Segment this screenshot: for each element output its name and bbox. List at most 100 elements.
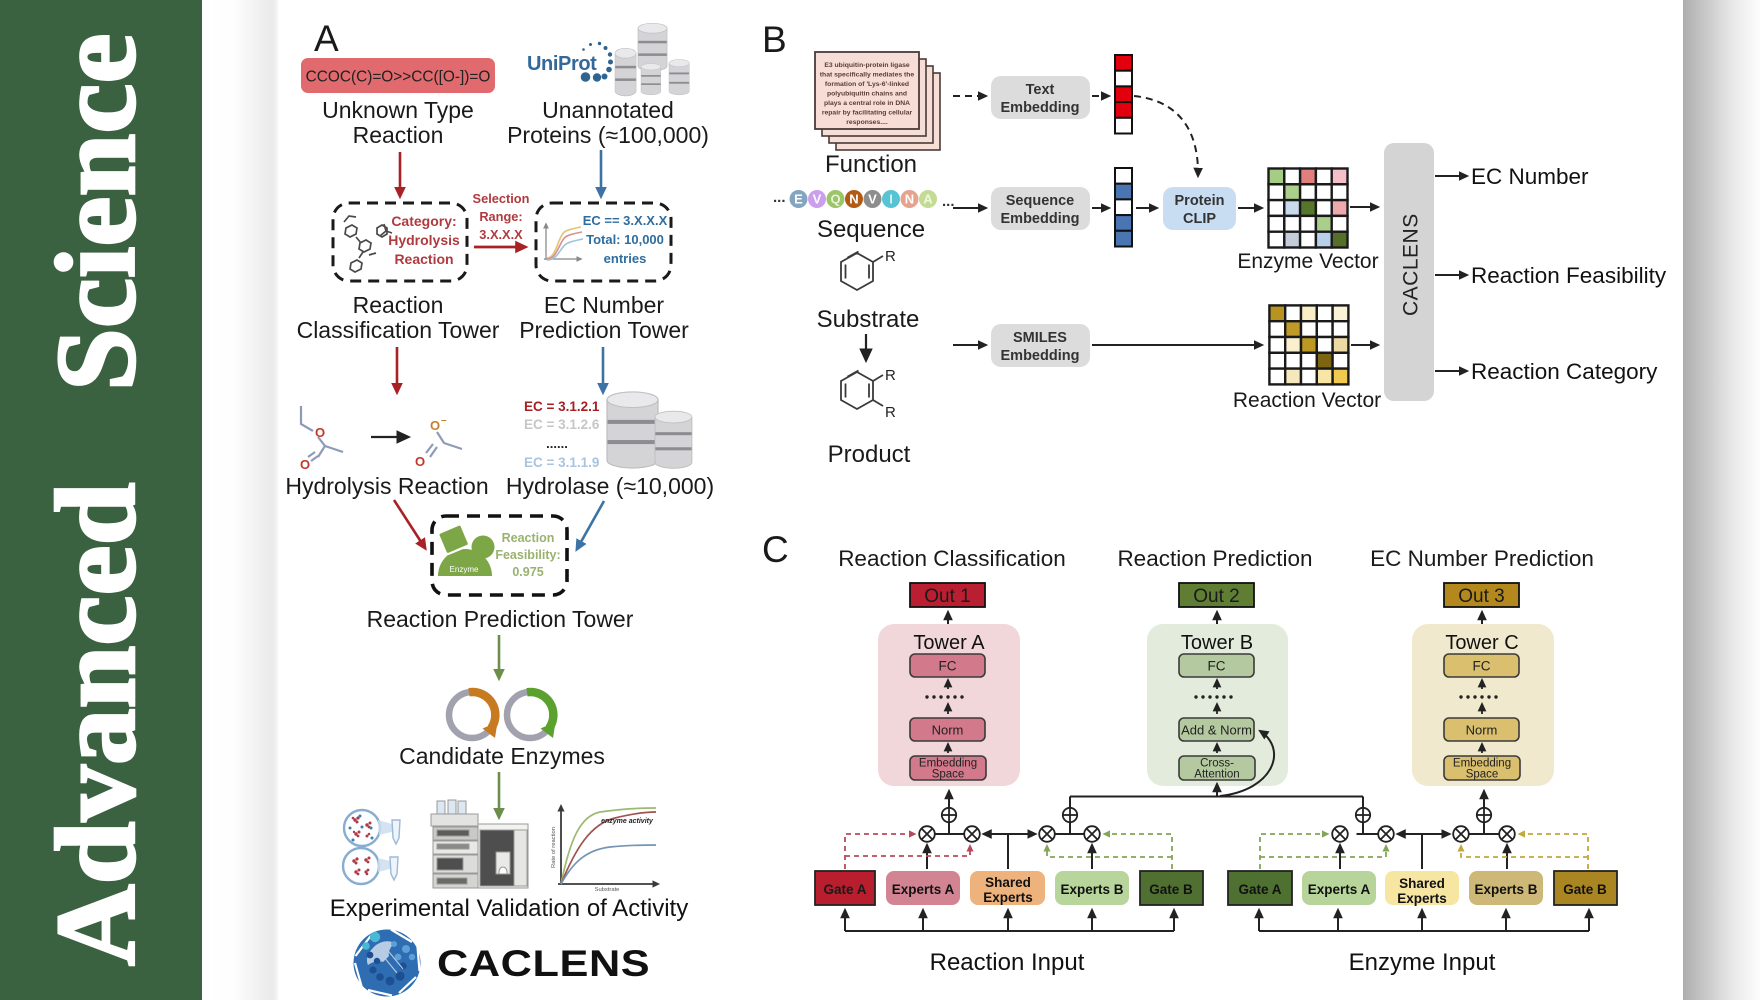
svg-text:Q: Q bbox=[830, 192, 840, 207]
svg-text:O: O bbox=[300, 457, 310, 472]
svg-text:Gate A: Gate A bbox=[823, 882, 866, 897]
svg-text:Science: Science bbox=[34, 33, 159, 391]
svg-text:CLIP: CLIP bbox=[1183, 211, 1216, 227]
svg-text:CACLENS: CACLENS bbox=[1400, 213, 1423, 316]
svg-text:N: N bbox=[849, 192, 858, 207]
svg-text:Function: Function bbox=[825, 151, 917, 178]
svg-text:formation of 'Lys-6'-linked: formation of 'Lys-6'-linked bbox=[825, 81, 909, 88]
svg-text:Experts: Experts bbox=[983, 890, 1033, 905]
svg-text:Space: Space bbox=[1466, 769, 1499, 781]
svg-text:Hydrolysis: Hydrolysis bbox=[388, 232, 460, 248]
svg-text:Experts A: Experts A bbox=[892, 882, 955, 897]
svg-text:FC: FC bbox=[1208, 659, 1226, 674]
svg-text:...: ... bbox=[773, 189, 786, 206]
svg-text:Norm: Norm bbox=[1466, 723, 1498, 738]
svg-text:plays a central role in DNA: plays a central role in DNA bbox=[824, 100, 910, 107]
svg-text:Unannotated: Unannotated bbox=[542, 97, 674, 123]
svg-text:Rate of reaction: Rate of reaction bbox=[551, 827, 557, 868]
svg-text:Reaction Vector: Reaction Vector bbox=[1233, 389, 1381, 412]
svg-text:enzyme activity: enzyme activity bbox=[601, 818, 654, 825]
svg-text:R: R bbox=[885, 248, 896, 265]
svg-text:EC Number Prediction: EC Number Prediction bbox=[1370, 546, 1594, 571]
svg-text:Sequence: Sequence bbox=[817, 216, 925, 243]
svg-text:...: ... bbox=[942, 193, 955, 210]
svg-text:Shared: Shared bbox=[1399, 876, 1445, 891]
svg-text:FC: FC bbox=[939, 659, 957, 674]
svg-text:Experimental Validation of Act: Experimental Validation of Activity bbox=[330, 895, 688, 922]
svg-text:Classification Tower: Classification Tower bbox=[297, 317, 500, 343]
svg-text:Tower B: Tower B bbox=[1181, 632, 1253, 654]
svg-text:Gate B: Gate B bbox=[1563, 882, 1607, 897]
svg-text:Cross-: Cross- bbox=[1200, 758, 1234, 770]
svg-text:Add & Norm: Add & Norm bbox=[1181, 723, 1252, 738]
svg-text:N: N bbox=[905, 192, 914, 207]
svg-text:Embedding: Embedding bbox=[1001, 211, 1080, 227]
svg-text:Enzyme Vector: Enzyme Vector bbox=[1237, 250, 1378, 273]
svg-text:Protein: Protein bbox=[1175, 193, 1225, 209]
svg-text:Embedding: Embedding bbox=[1001, 100, 1080, 116]
svg-text:Substrate: Substrate bbox=[817, 306, 920, 333]
svg-text:Norm: Norm bbox=[932, 723, 964, 738]
svg-text:EC == 3.X.X.X: EC == 3.X.X.X bbox=[583, 213, 668, 228]
svg-text:Feasibility:: Feasibility: bbox=[495, 548, 560, 562]
svg-text:B: B bbox=[762, 19, 787, 60]
svg-text:Reaction: Reaction bbox=[502, 531, 555, 545]
svg-text:C: C bbox=[762, 529, 789, 570]
svg-text:Hydrolase (≈10,000): Hydrolase (≈10,000) bbox=[506, 473, 714, 499]
svg-text:UniProt: UniProt bbox=[527, 53, 597, 75]
svg-text:Text: Text bbox=[1026, 82, 1055, 98]
svg-text:O: O bbox=[415, 454, 425, 469]
svg-text:Experts B: Experts B bbox=[1060, 882, 1123, 897]
svg-text:Tower C: Tower C bbox=[1445, 632, 1518, 654]
svg-text:polyubiquitin chains and: polyubiquitin chains and bbox=[827, 91, 907, 98]
svg-text:–: – bbox=[441, 415, 447, 426]
svg-text:Category:: Category: bbox=[391, 213, 456, 229]
svg-text:Reaction: Reaction bbox=[353, 292, 444, 318]
svg-text:Embedding: Embedding bbox=[1001, 348, 1080, 364]
svg-text:CCOC(C)=O>>CC([O-])=O: CCOC(C)=O>>CC([O-])=O bbox=[306, 69, 491, 86]
svg-text:Advanced: Advanced bbox=[34, 483, 159, 966]
svg-text:Enzyme: Enzyme bbox=[450, 565, 479, 574]
svg-text:Hydrolysis Reaction: Hydrolysis Reaction bbox=[285, 473, 488, 499]
svg-text:3.X.X.X: 3.X.X.X bbox=[479, 227, 523, 242]
svg-text:Product: Product bbox=[828, 441, 911, 468]
svg-text:Reaction Prediction Tower: Reaction Prediction Tower bbox=[367, 606, 634, 632]
svg-text:A: A bbox=[923, 192, 933, 207]
svg-text:responses....: responses.... bbox=[846, 119, 888, 126]
svg-text:Range:: Range: bbox=[479, 209, 522, 224]
svg-text:O: O bbox=[430, 418, 440, 433]
svg-text:0.975: 0.975 bbox=[512, 565, 543, 579]
svg-text:Prediction Tower: Prediction Tower bbox=[519, 317, 689, 343]
svg-text:Enzyme Input: Enzyme Input bbox=[1349, 949, 1496, 976]
svg-text:Experts: Experts bbox=[1397, 891, 1447, 906]
svg-text:CACLENS: CACLENS bbox=[437, 943, 650, 984]
svg-text:Out 3: Out 3 bbox=[1458, 586, 1504, 607]
svg-text:EC = 3.1.1.9: EC = 3.1.1.9 bbox=[524, 455, 599, 470]
svg-text:Attention: Attention bbox=[1194, 769, 1239, 781]
svg-text:EC Number: EC Number bbox=[544, 292, 664, 318]
svg-text:E: E bbox=[794, 192, 803, 207]
svg-text:Total: 10,000: Total: 10,000 bbox=[586, 232, 664, 247]
svg-text:R: R bbox=[885, 404, 896, 421]
svg-text:Unknown Type: Unknown Type bbox=[322, 97, 474, 123]
svg-text:A: A bbox=[314, 18, 339, 59]
svg-text:Shared: Shared bbox=[985, 875, 1031, 890]
svg-text:......: ...... bbox=[546, 436, 568, 451]
svg-text:Proteins (≈100,000): Proteins (≈100,000) bbox=[507, 122, 709, 148]
svg-text:that specifically mediates the: that specifically mediates the bbox=[820, 72, 915, 79]
svg-text:Reaction: Reaction bbox=[394, 251, 453, 267]
svg-text:repair by facilitating cellula: repair by facilitating cellular bbox=[822, 110, 913, 117]
svg-text:Out 1: Out 1 bbox=[924, 586, 970, 607]
svg-text:Reaction: Reaction bbox=[353, 122, 444, 148]
svg-text:Experts B: Experts B bbox=[1474, 882, 1537, 897]
svg-text:Out 2: Out 2 bbox=[1193, 586, 1239, 607]
svg-text:O: O bbox=[315, 425, 325, 440]
svg-text:R: R bbox=[885, 367, 896, 384]
svg-text:Reaction Category: Reaction Category bbox=[1471, 359, 1658, 384]
svg-text:Tower A: Tower A bbox=[913, 632, 985, 654]
svg-text:Substrate: Substrate bbox=[595, 887, 620, 893]
svg-text:FC: FC bbox=[1473, 659, 1491, 674]
svg-text:EC = 3.1.2.1: EC = 3.1.2.1 bbox=[524, 399, 600, 414]
svg-text:Reaction Classification: Reaction Classification bbox=[838, 546, 1066, 571]
svg-text:Reaction Feasibility: Reaction Feasibility bbox=[1471, 263, 1667, 288]
